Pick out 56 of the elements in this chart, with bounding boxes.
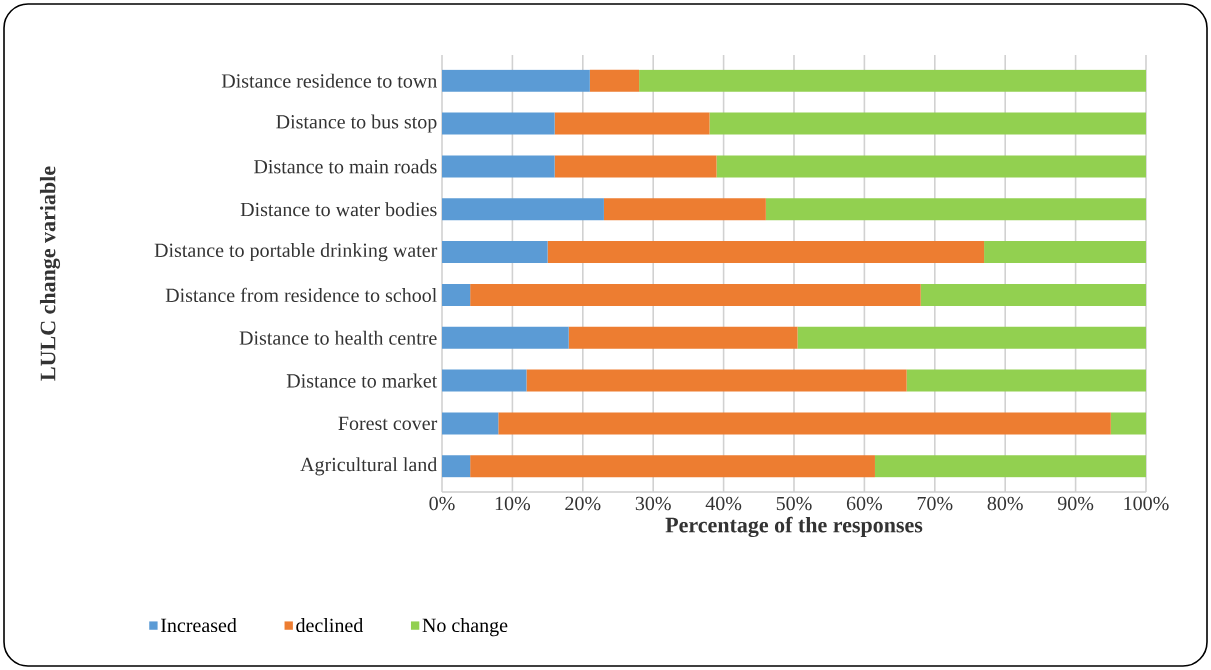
- bar: [906, 369, 1146, 392]
- x-tick-label: 30%: [635, 496, 671, 511]
- bar: [526, 369, 907, 392]
- bar: [984, 241, 1146, 264]
- x-tick-label: 90%: [1057, 496, 1094, 511]
- bar: [498, 412, 1111, 435]
- bar: [470, 283, 921, 306]
- y-tick-label: Distance to portable drinking water: [154, 242, 438, 262]
- y-tick-label: Agricultural land: [300, 457, 438, 476]
- bar: [442, 241, 548, 264]
- bar: [589, 69, 640, 92]
- bar: [765, 198, 1146, 221]
- x-tick-label: 70%: [917, 496, 953, 511]
- x-tick-label: 10%: [495, 496, 531, 511]
- bar: [603, 198, 766, 221]
- bar: [442, 155, 555, 178]
- legend-label: declined: [296, 618, 364, 633]
- bar: [554, 155, 717, 178]
- x-tick-label: 40%: [705, 496, 742, 511]
- bar: [920, 283, 1146, 306]
- bar: [639, 69, 1146, 92]
- y-tick-label: Distance from residence to school: [165, 287, 437, 303]
- legend-label: Increased: [160, 618, 237, 633]
- x-tick-label: 60%: [846, 496, 883, 511]
- bar: [1110, 412, 1146, 435]
- y-tick-label: Distance residence to town: [221, 73, 437, 88]
- bar: [442, 455, 471, 478]
- x-tick-label: 20%: [565, 496, 601, 511]
- bar: [709, 112, 1146, 135]
- bar: [442, 112, 555, 135]
- bar: [874, 455, 1146, 478]
- x-tick-label: 50%: [776, 496, 812, 511]
- bar: [716, 155, 1146, 178]
- bar: [442, 326, 569, 349]
- bar: [797, 326, 1146, 349]
- y-tick-label: Forest cover: [338, 416, 438, 431]
- bar: [442, 69, 590, 92]
- bar: [547, 241, 985, 264]
- y-tick-label: Distance to bus stop: [276, 114, 437, 133]
- x-axis-title: Percentage of the responses: [665, 516, 923, 538]
- x-tick-label: 80%: [987, 496, 1023, 511]
- bar: [442, 369, 527, 392]
- x-tick-label: 0%: [429, 496, 455, 511]
- bar: [442, 412, 499, 435]
- y-tick-label: Distance to market: [286, 373, 438, 388]
- x-tick-label: 100%: [1124, 496, 1169, 511]
- y-axis-title: LULC change variable: [39, 166, 61, 381]
- y-tick-label: Distance to main roads: [254, 159, 437, 174]
- bar: [554, 112, 710, 135]
- bar: [442, 198, 604, 221]
- y-tick-label: Distance to water bodies: [240, 202, 437, 217]
- legend-label: No change: [422, 618, 508, 637]
- bar: [568, 326, 798, 349]
- y-tick-label: Distance to health centre: [239, 330, 437, 345]
- bar: [442, 283, 471, 306]
- bar: [470, 455, 875, 478]
